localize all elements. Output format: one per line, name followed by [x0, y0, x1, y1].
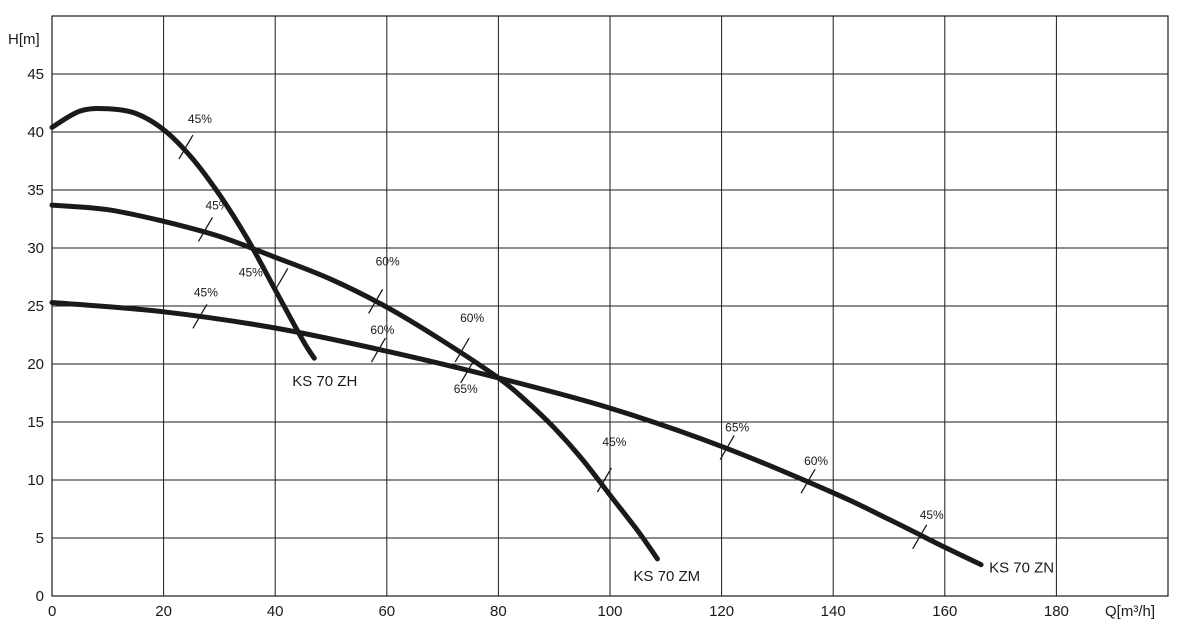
y-tick-label: 15 — [27, 414, 44, 431]
curve-ks-70-zm — [49, 202, 660, 562]
efficiency-tick — [197, 217, 214, 242]
x-axis-title: Q[m³/h] — [1105, 603, 1155, 620]
y-tick-label: 25 — [27, 298, 44, 315]
efficiency-tick — [370, 337, 386, 363]
efficiency-label: 60% — [370, 323, 394, 337]
plot-frame — [51, 15, 1169, 597]
efficiency-label: 60% — [460, 311, 484, 325]
efficiency-label: 60% — [804, 454, 828, 468]
curve-ks-70-zn — [49, 300, 984, 568]
efficiency-label: 65% — [725, 421, 749, 435]
curve-name-label: KS 70 ZM — [633, 568, 700, 585]
x-tick-label: 100 — [597, 603, 622, 620]
efficiency-marks: 45% 45% 45% 60% 60% 45% 45% 60% 65% 65% 60% 45% — [178, 112, 944, 550]
x-axis-ticks: 0 20 40 60 80 100 120 140 160 180 — [48, 603, 1069, 620]
x-tick-label: 0 — [48, 603, 56, 620]
efficiency-label: 45% — [920, 508, 944, 522]
y-tick-label: 5 — [36, 530, 44, 547]
efficiency-tick — [368, 289, 384, 314]
efficiency-tick — [800, 468, 816, 494]
curve-name-label: KS 70 ZH — [292, 373, 357, 390]
efficiency-tick — [273, 268, 289, 293]
efficiency-label: 65% — [454, 382, 478, 396]
x-tick-label: 120 — [709, 603, 734, 620]
curve-labels: KS 70 ZH KS 70 ZM KS 70 ZN — [292, 373, 1054, 585]
efficiency-tick — [178, 134, 194, 160]
y-tick-label: 40 — [27, 124, 44, 141]
x-tick-label: 140 — [821, 603, 846, 620]
y-tick-label: 10 — [27, 472, 44, 489]
curve-name-label: KS 70 ZN — [989, 560, 1054, 577]
y-tick-label: 30 — [27, 240, 44, 257]
x-tick-label: 60 — [378, 603, 395, 620]
x-tick-label: 160 — [932, 603, 957, 620]
curve-ks-70-zh — [49, 106, 317, 361]
grid — [52, 16, 1168, 596]
efficiency-tick — [719, 435, 735, 460]
efficiency-label: 45% — [205, 198, 229, 212]
x-tick-label: 180 — [1044, 603, 1069, 620]
efficiency-tick — [460, 358, 476, 384]
efficiency-label: 45% — [194, 285, 218, 299]
pump-curves — [49, 106, 984, 568]
efficiency-tick — [454, 337, 470, 363]
x-tick-label: 40 — [267, 603, 284, 620]
y-axis-ticks: 0 5 10 15 20 25 30 35 40 45 — [27, 66, 44, 605]
x-tick-label: 20 — [155, 603, 172, 620]
efficiency-label: 45% — [602, 435, 626, 449]
y-axis-title: H[m] — [8, 31, 40, 48]
efficiency-label: 45% — [188, 112, 212, 126]
efficiency-tick — [912, 524, 928, 550]
efficiency-label: 45% — [239, 265, 263, 279]
y-tick-label: 20 — [27, 356, 44, 373]
x-tick-label: 80 — [490, 603, 507, 620]
efficiency-label: 60% — [376, 254, 400, 268]
efficiency-tick — [192, 304, 208, 329]
efficiency-tick — [596, 467, 612, 493]
y-tick-label: 45 — [27, 66, 44, 83]
y-tick-label: 0 — [36, 588, 44, 605]
y-tick-label: 35 — [27, 182, 44, 199]
